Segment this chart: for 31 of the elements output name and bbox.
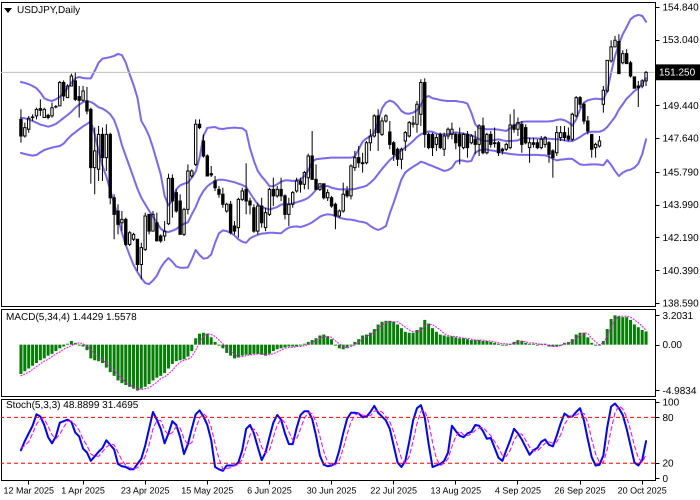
y-tick-label: 138.590: [662, 298, 700, 310]
y-tick-label: 143.990: [662, 200, 700, 212]
x-tick-label: 23 Apr 2025: [120, 486, 170, 496]
x-tick-label: 15 May 2025: [181, 486, 234, 496]
y-tick-label: 20: [662, 458, 674, 470]
y-tick-label: 153.040: [662, 35, 700, 46]
y-tick-label: 149.440: [662, 100, 700, 112]
y-tick-label: 145.790: [662, 167, 700, 178]
y-tick-label: 142.190: [662, 232, 700, 244]
y-tick-label: 0: [662, 474, 668, 485]
y-tick-label: -4.9834: [662, 386, 697, 397]
y-tick-label: 140.390: [662, 266, 700, 277]
x-tick-label: 13 Aug 2025: [430, 486, 482, 496]
x-tick-label: 12 Mar 2025: [3, 486, 54, 496]
x-tick-label: 4 Sep 2025: [494, 486, 541, 496]
y-tick-label: 154.840: [662, 2, 700, 14]
y-tick-label: 3.2031: [662, 310, 694, 322]
chart-title: USDJPY,Daily: [17, 4, 80, 16]
x-tick-label: 6 Jun 2025: [247, 486, 292, 496]
y-tick-label: 80: [662, 412, 674, 424]
y-tick-label: 100: [662, 398, 680, 409]
y-tick-label: 147.640: [662, 134, 700, 145]
y-tick-label: 0.00: [662, 340, 682, 352]
x-tick-label: 26 Sep 2025: [554, 486, 606, 496]
ref-line-label: 151.250: [659, 67, 696, 78]
x-tick-label: 30 Jun 2025: [306, 486, 356, 496]
chart-title: MACD(5,34,4) 1.4429 1.5578: [6, 312, 138, 323]
x-tick-label: 22 Jul 2025: [370, 486, 417, 496]
x-tick-label: 1 Apr 2025: [61, 486, 105, 496]
x-tick-label: 20 Oct 2025: [618, 486, 667, 496]
chart-title: Stoch(5,3,3) 48.8899 31.4695: [6, 400, 139, 412]
